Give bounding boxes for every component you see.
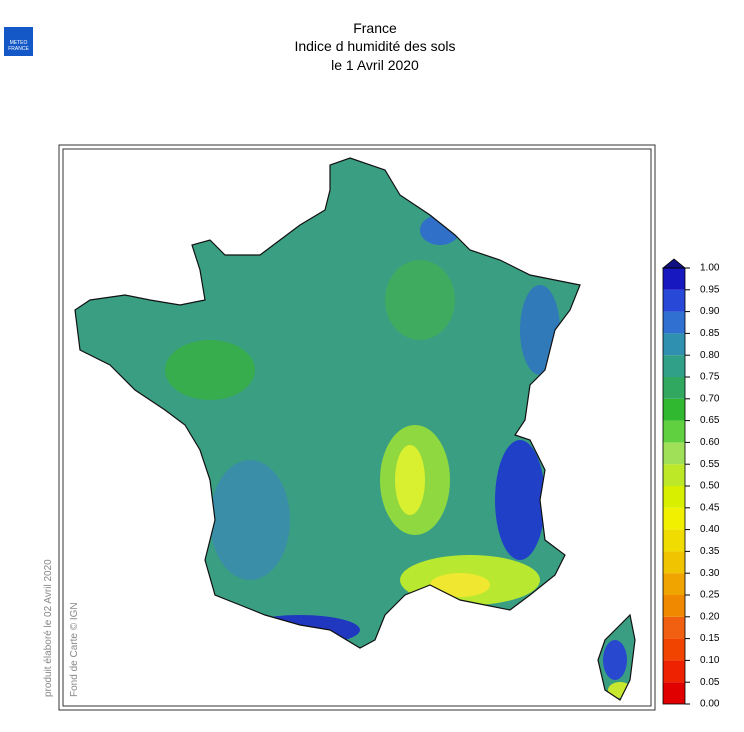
legend-swatch — [663, 398, 685, 421]
legend-tick-label: 0.80 — [700, 350, 720, 361]
legend-swatch — [663, 660, 685, 683]
legend-swatch — [663, 529, 685, 552]
legend-tick-label: 0.95 — [700, 284, 720, 295]
legend-tick-label: 0.65 — [700, 415, 720, 426]
credit: Fond de Carte © IGN — [69, 602, 80, 697]
legend-tick-label: 0.60 — [700, 437, 720, 448]
legend-swatch — [663, 595, 685, 617]
legend-swatch — [663, 355, 685, 377]
legend-tick-label: 0.15 — [700, 633, 720, 644]
legend-swatch — [663, 311, 685, 334]
map-outline — [74, 157, 636, 701]
legend-swatch — [663, 464, 685, 486]
legend-tick-label: 0.00 — [700, 699, 720, 710]
legend-swatch — [663, 486, 685, 508]
title: France — [353, 20, 397, 36]
legend-tick-label: 0.20 — [700, 611, 720, 622]
map — [75, 158, 635, 700]
title: le 1 Avril 2020 — [331, 57, 419, 73]
legend: 0.00 0.05 0.10 0.15 0.20 0.25 0.30 0.35 0.40 0.45… — [661, 258, 720, 710]
legend-tick-label: 0.90 — [700, 306, 720, 317]
legend-tick-label: 0.30 — [700, 568, 720, 579]
legend-swatch — [663, 268, 685, 290]
credit: produit élaboré le 02 Avril 2020 — [43, 559, 54, 697]
legend-tick-label: 0.35 — [700, 546, 720, 557]
map-frame — [58, 144, 656, 711]
legend-tick-label: 0.45 — [700, 502, 720, 513]
legend-swatch — [663, 377, 685, 399]
legend-swatch — [663, 616, 685, 639]
legend-tick-label: 0.85 — [700, 328, 720, 339]
legend-swatch — [663, 420, 685, 443]
legend-swatch — [663, 573, 685, 595]
legend-tick-label: 0.05 — [700, 677, 720, 688]
legend-swatch — [663, 442, 685, 465]
legend-tick-label: 0.10 — [700, 655, 720, 666]
legend-over — [661, 258, 687, 269]
legend-tick-label: 0.40 — [700, 524, 720, 535]
legend-tick-label: 0.25 — [700, 590, 720, 601]
legend-swatch — [663, 333, 685, 356]
legend-tick-label: 1.00 — [700, 263, 720, 274]
legend-tick-label: 0.75 — [700, 372, 720, 383]
title: Indice d humidité des sols — [294, 38, 455, 54]
map-frame — [62, 148, 652, 707]
logo-text: METEO — [10, 40, 28, 46]
legend-swatch — [663, 551, 685, 574]
legend-tick-label: 0.50 — [700, 481, 720, 492]
legend-swatch — [663, 682, 685, 704]
legend-tick-label: 0.70 — [700, 393, 720, 404]
logo-text: FRANCE — [8, 46, 29, 52]
legend-swatch — [663, 638, 685, 661]
legend-tick-label: 0.55 — [700, 459, 720, 470]
legend-swatch — [663, 507, 685, 530]
legend-swatch — [663, 289, 685, 312]
logo — [4, 27, 33, 56]
